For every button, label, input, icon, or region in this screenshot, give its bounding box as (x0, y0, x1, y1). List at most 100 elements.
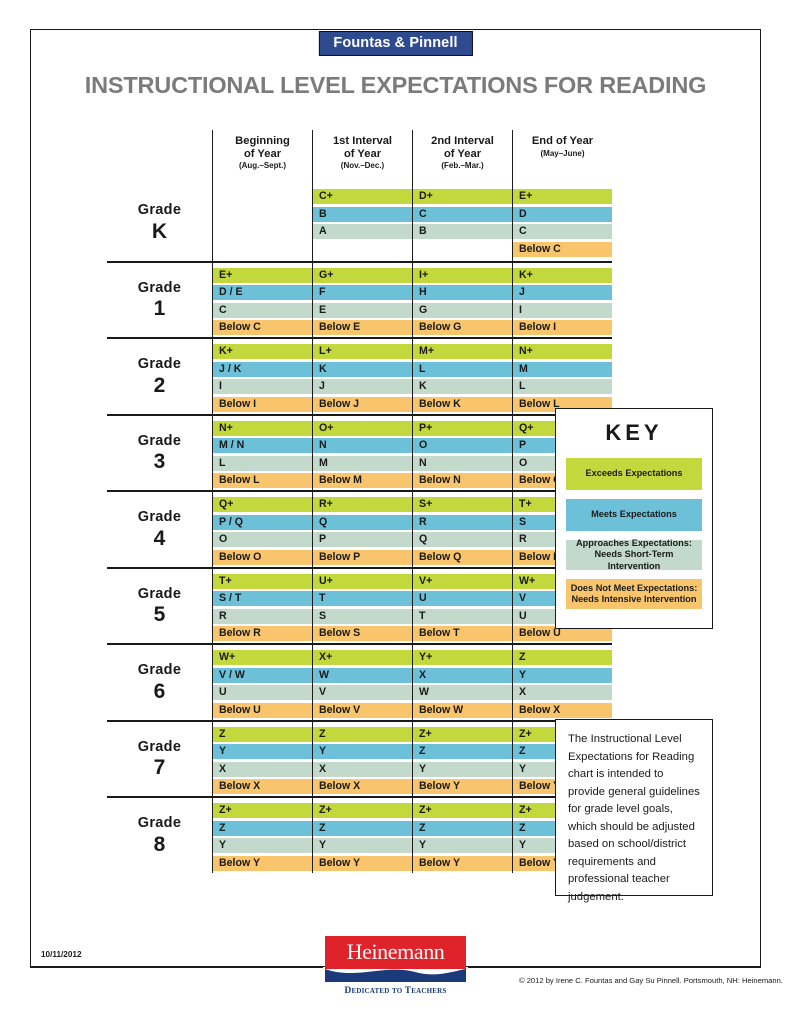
band-exceeds: D+ (413, 189, 512, 204)
band-below: Below W (413, 702, 512, 718)
grade-cell: E+ D C Below C (512, 184, 612, 261)
grade-row-6: Grade 6 W+ V / W U Below U X+ W V Below V Y+ X W Belo… (107, 643, 612, 720)
band-exceeds: N+ (513, 344, 612, 359)
grade-cell: E+ D / E C Below C (212, 262, 312, 337)
date-stamp: 10/11/2012 (41, 950, 82, 959)
grade-cells: Z+ Z Y Below Y Z+ Z Y Below Y Z+ Z Y Below Y Z+ Z Y Bel… (212, 798, 612, 873)
band-approaches: N (413, 455, 512, 471)
grade-number: 2 (153, 373, 166, 397)
band-below: Below T (413, 626, 512, 641)
band-approaches: B (413, 224, 512, 239)
band-meets: R (413, 514, 512, 530)
band-approaches: E (313, 302, 412, 318)
band-meets: H (413, 285, 512, 300)
grade-word: Grade (137, 585, 182, 602)
band-meets: Z (213, 820, 312, 836)
band-exceeds: Z+ (413, 726, 512, 742)
grade-row-1: Grade 1 E+ D / E C Below C G+ F E Below E I+ H G Belo… (107, 260, 612, 338)
band-approaches: Y (213, 838, 312, 853)
band-exceeds: K+ (513, 267, 612, 283)
band-exceeds: R+ (313, 497, 412, 512)
band-approaches: U (213, 685, 312, 700)
band-exceeds: E+ (213, 267, 312, 283)
grade-cell: V+ U T Below T (412, 568, 512, 643)
grade-cell: O+ N M Below M (312, 415, 412, 490)
grade-cells: Q+ P / Q O Below O R+ Q P Below P S+ R Q Below Q T+ S… (212, 492, 612, 567)
grade-cells: C+ B A D+ C B E+ D C Below C (212, 184, 612, 261)
band-approaches: O (213, 532, 312, 547)
band-below: Below Q (413, 549, 512, 565)
band-meets: Y (213, 744, 312, 759)
band-meets: B (313, 206, 412, 222)
grade-cell: P+ O N Below N (412, 415, 512, 490)
grade-cell: X+ W V Below V (312, 645, 412, 720)
grade-number: 4 (153, 526, 166, 550)
band-approaches: I (213, 379, 312, 394)
band-below (213, 242, 312, 257)
grade-cell: N+ M L Below L (512, 339, 612, 414)
band-exceeds: Z (213, 726, 312, 742)
column-header-months: (Aug.–Sept.) (238, 161, 287, 171)
grade-cell: U+ T S Below S (312, 568, 412, 643)
grade-row-4: Grade 4 Q+ P / Q O Below O R+ Q P Below P S+ R Q Belo… (107, 490, 612, 567)
logo-wave-icon (325, 969, 466, 982)
band-approaches: A (313, 224, 412, 239)
footer-rule-left (30, 966, 323, 968)
band-meets: L (413, 361, 512, 377)
band-approaches: V (313, 685, 412, 700)
band-below: Below Y (413, 855, 512, 871)
page-title: INSTRUCTIONAL LEVEL EXPECTATIONS FOR REA… (84, 72, 707, 98)
grade-word: Grade (137, 279, 182, 296)
grade-label: Grade 1 (107, 263, 212, 338)
band-below: Below U (513, 626, 612, 641)
band-meets: M / N (213, 438, 312, 453)
column-header-months: (Nov.–Dec.) (340, 161, 385, 171)
grade-row-3: Grade 3 N+ M / N L Below L O+ N M Below M P+ O N Belo… (107, 413, 612, 490)
key-item-3: Approaches Expectations: Needs Short-Term… (566, 538, 702, 571)
band-approaches: X (313, 761, 412, 777)
band-approaches: S (313, 608, 412, 624)
band-exceeds: P+ (413, 420, 512, 436)
grade-cell: Y+ X W Below W (412, 645, 512, 720)
band-meets: S / T (213, 591, 312, 606)
grade-cell: Z+ Z Y Below Y (312, 798, 412, 873)
band-below (413, 242, 512, 257)
band-below: Below E (313, 320, 412, 335)
key-item-2: Meets Expectations (566, 499, 702, 531)
grade-number: 5 (153, 603, 166, 626)
band-below: Below C (513, 241, 612, 257)
column-header-label-line2: of Year (443, 147, 482, 160)
band-exceeds: G+ (313, 267, 412, 283)
grade-cell: K+ J / K I Below I (212, 339, 312, 414)
band-below: Below L (213, 473, 312, 488)
grade-word: Grade (137, 738, 182, 755)
grade-row-2: Grade 2 K+ J / K I Below I L+ K J Below J M+ L K Belo… (107, 337, 612, 414)
band-approaches: X (213, 761, 312, 777)
grade-label: Grade 2 (107, 339, 212, 414)
band-approaches: R (213, 608, 312, 624)
band-approaches: W (413, 685, 512, 700)
band-exceeds: Z (513, 650, 612, 665)
table-column-headers: Beginning of Year (Aug.–Sept.) 1st Interval… (212, 130, 612, 184)
key-item-line2: Needs Short-Term Intervention (594, 549, 674, 571)
grade-number: 3 (153, 450, 166, 473)
key-title: KEY (605, 420, 663, 445)
brand-badge: Fountas & Pinnell (318, 31, 473, 56)
grade-cell: G+ F E Below E (312, 262, 412, 337)
grade-cell: R+ Q P Below P (312, 492, 412, 567)
band-below: Below V (313, 702, 412, 718)
band-meets: O (413, 438, 512, 453)
grade-cell: I+ H G Below G (412, 262, 512, 337)
band-below (313, 242, 412, 257)
grade-number: K (151, 219, 168, 243)
grade-cells: N+ M / N L Below L O+ N M Below M P+ O N Below N Q+ P… (212, 415, 612, 490)
logo-tagline: Dedicated to Teachers (344, 986, 447, 996)
band-meets: Y (513, 667, 612, 683)
band-below: Below P (313, 549, 412, 565)
copyright-text: © 2012 by Irene C. Fountas and Gay Su Pi… (519, 976, 783, 985)
column-header-label: Beginning (235, 135, 290, 147)
band-approaches: L (513, 379, 612, 394)
band-meets: Z (413, 820, 512, 836)
key-item-line2: Needs Intensive Intervention (571, 594, 697, 604)
